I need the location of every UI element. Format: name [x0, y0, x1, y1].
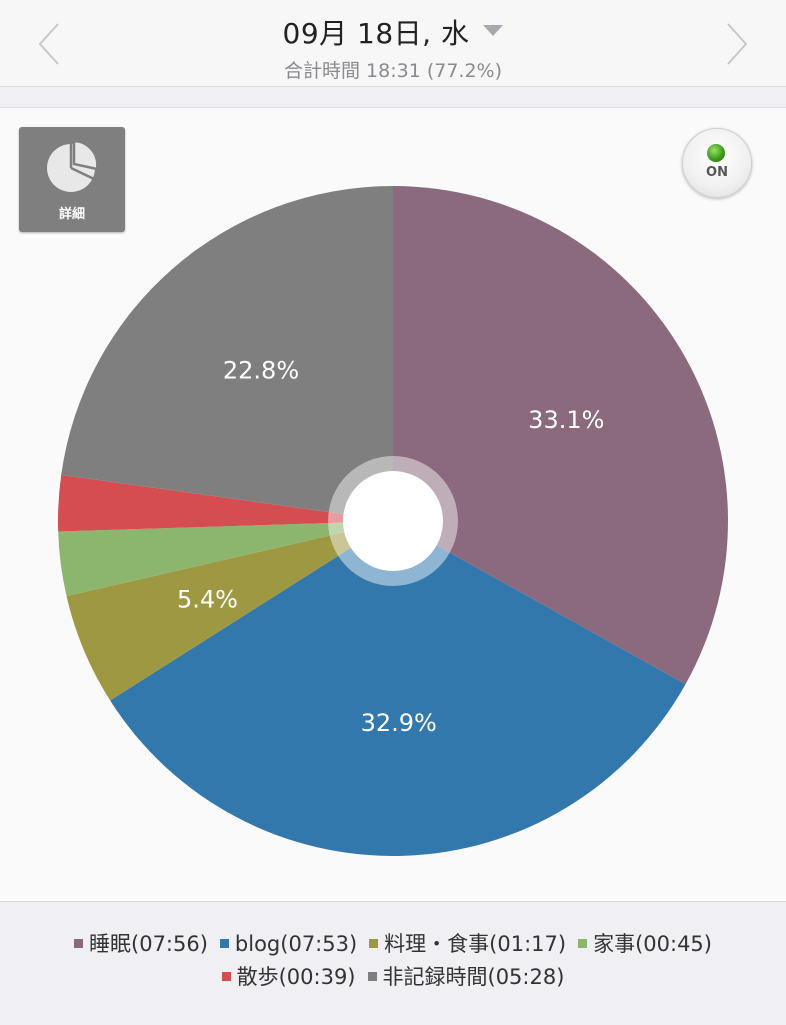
legend-item: 家事(00:45) — [578, 928, 712, 958]
detail-button[interactable]: 詳細 — [19, 127, 125, 232]
pie-slice-0[interactable] — [393, 186, 728, 685]
date-header: 09月 18日, 水 合計時間 18:31 (77.2%) — [0, 0, 786, 87]
on-toggle[interactable]: ON — [682, 128, 752, 198]
pie-slices — [58, 186, 728, 856]
legend-label: 散歩(00:39) — [236, 965, 356, 989]
legend-item: 睡眠(07:56) — [74, 928, 208, 958]
legend-swatch-icon — [74, 939, 84, 948]
legend-swatch-icon — [578, 939, 588, 948]
legend-label: 睡眠(07:56) — [89, 932, 208, 956]
slice-percent-label: 22.8% — [223, 356, 299, 384]
legend-row: 睡眠(07:56) blog(07:53) 料理・食事(01:17) 家事(00:45… — [0, 928, 786, 958]
pie-slice-1[interactable] — [110, 521, 686, 856]
date-label[interactable]: 09月 18日, 水 — [282, 17, 470, 50]
chevron-left-icon[interactable] — [36, 20, 62, 68]
pie-labels: 33.1% 32.9% 5.4% 22.8% — [177, 356, 604, 737]
date-selector[interactable]: 09月 18日, 水 — [0, 12, 786, 52]
legend-label: 家事(00:45) — [593, 932, 712, 956]
total-time-label: 合計時間 18:31 (77.2%) — [283, 60, 503, 82]
chart-legend: 睡眠(07:56) blog(07:53) 料理・食事(01:17) 家事(00:45… — [0, 901, 786, 1025]
pie-slice-3[interactable] — [58, 521, 394, 597]
legend-swatch-icon — [369, 939, 379, 948]
legend-row: 散歩(00:39) 非記録時間(05:28) — [0, 961, 786, 991]
pie-slice-5[interactable] — [61, 186, 393, 521]
detail-button-label: 詳細 — [58, 207, 85, 222]
legend-item: 料理・食事(01:17) — [369, 928, 566, 958]
slice-percent-label: 32.9% — [361, 709, 437, 737]
pie-slice-4[interactable] — [58, 474, 393, 532]
legend-item: 散歩(00:39) — [221, 961, 356, 991]
pie-chart-icon — [47, 139, 99, 192]
toggle-label: ON — [706, 165, 728, 180]
legend-item: blog(07:53) — [219, 932, 358, 956]
legend-swatch-icon — [221, 972, 231, 981]
legend-label: 料理・食事(01:17) — [384, 932, 567, 956]
header-divider — [0, 87, 786, 108]
pie-slice-2[interactable] — [66, 521, 393, 701]
legend-item: 非記録時間(05:28) — [367, 961, 565, 991]
legend-swatch-icon — [219, 939, 229, 948]
chevron-right-icon[interactable] — [724, 20, 750, 68]
legend-swatch-icon — [367, 972, 377, 981]
caret-down-icon[interactable] — [483, 25, 504, 37]
slice-percent-label: 33.1% — [528, 406, 604, 434]
status-led-icon — [707, 144, 725, 162]
slice-percent-label: 5.4% — [177, 586, 238, 614]
legend-label: 非記録時間(05:28) — [382, 965, 565, 989]
legend-label: blog(07:53) — [234, 932, 358, 956]
